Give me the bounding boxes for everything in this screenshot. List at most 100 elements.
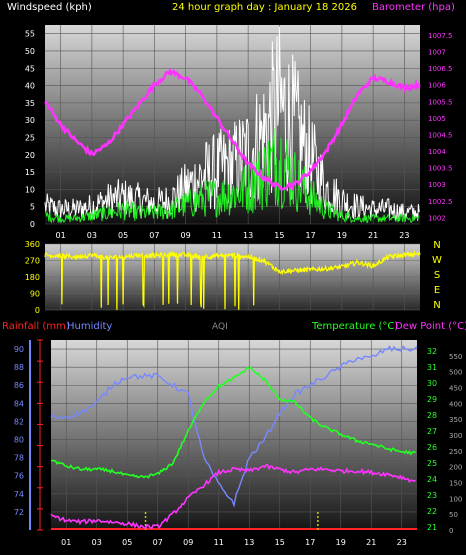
- climate-x-tick-label: 07: [153, 538, 163, 547]
- wind-x-tick-label: 09: [181, 231, 191, 240]
- temperature-series: [50, 366, 416, 479]
- compass-letter: N: [433, 300, 440, 311]
- temperature-axis-title: Temperature (°C): [311, 321, 398, 332]
- aqi-y-tick-label: 100: [449, 495, 462, 503]
- barometer-y-tick-label: 1007: [428, 49, 446, 57]
- direction-y-tick-label: 0: [35, 306, 40, 315]
- direction-plot: [44, 250, 421, 310]
- direction-y-tick-label: 90: [30, 290, 40, 299]
- chart-title: 24 hour graph day : January 18 2026: [172, 2, 357, 13]
- temperature-y-tick-label: 22: [427, 507, 437, 516]
- humidity-y-tick-label: 84: [14, 399, 24, 408]
- temperature-y-tick-label: 29: [427, 395, 437, 404]
- windspeed-y-tick-label: 25: [25, 133, 35, 142]
- humidity-y-tick-label: 86: [14, 381, 24, 390]
- wind-direction-series: [44, 250, 421, 310]
- wind-gust-series: [44, 128, 420, 224]
- aqi-y-tick-label: 450: [449, 385, 462, 393]
- climate-x-tick-label: 05: [122, 538, 132, 547]
- barometer-y-tick-label: 1004: [428, 148, 446, 156]
- climate-x-tick-label: 15: [275, 538, 285, 547]
- compass-letter: N: [433, 240, 440, 251]
- climate-x-tick-label: 03: [92, 538, 102, 547]
- climate-x-tick-label: 23: [397, 538, 407, 547]
- humidity-y-tick-label: 82: [14, 417, 24, 426]
- windspeed-y-tick-label: 20: [25, 151, 35, 160]
- temperature-y-tick-label: 25: [427, 459, 437, 468]
- windspeed-y-tick-label: 0: [30, 220, 35, 229]
- humidity-y-tick-label: 72: [14, 508, 24, 517]
- climate-x-tick-label: 11: [214, 538, 224, 547]
- humidity-y-tick-label: 80: [14, 436, 24, 445]
- direction-y-tick-label: 180: [25, 273, 40, 282]
- barometer-y-tick-label: 1005: [428, 115, 446, 123]
- aqi-y-tick-label: 500: [449, 369, 462, 377]
- windspeed-y-tick-label: 40: [25, 82, 35, 91]
- wind-x-tick-label: 15: [274, 231, 284, 240]
- wind-x-tick-label: 17: [306, 231, 316, 240]
- wind-panel-axes: 01 03 05 07 09 11 13 15 17 19 21 230510152025303540…: [25, 30, 453, 240]
- temperature-y-tick-label: 24: [427, 475, 437, 484]
- dewpoint-series: [50, 463, 416, 530]
- rainfall-axis-title: Rainfall (mm): [2, 321, 70, 332]
- aqi-y-tick-label: 0: [449, 527, 453, 535]
- humidity-series: [50, 345, 418, 508]
- windspeed-y-tick-label: 15: [25, 168, 35, 177]
- compass-letter: W: [432, 255, 442, 266]
- climate-x-tick-label: 17: [305, 538, 315, 547]
- wind-x-tick-label: 03: [87, 231, 97, 240]
- climate-x-tick-label: 13: [244, 538, 254, 547]
- temperature-y-tick-label: 28: [427, 411, 437, 420]
- compass-letter: S: [434, 270, 440, 281]
- wind-x-tick-label: 01: [56, 231, 66, 240]
- temperature-y-tick-label: 23: [427, 491, 437, 500]
- climate-plot: [50, 345, 418, 530]
- barometer-y-tick-label: 1007.5: [428, 32, 453, 40]
- temperature-y-tick-label: 32: [427, 347, 437, 356]
- windspeed-y-tick-label: 5: [30, 203, 35, 212]
- humidity-y-tick-label: 90: [14, 345, 24, 354]
- windspeed-y-tick-label: 55: [25, 30, 35, 39]
- windspeed-axis-title: Windspeed (kph): [7, 2, 92, 13]
- climate-panel-bg: [51, 340, 417, 530]
- barometer-y-tick-label: 1004.5: [428, 131, 453, 139]
- barometer-y-tick-label: 1003: [428, 181, 446, 189]
- windspeed-y-tick-label: 10: [25, 185, 35, 194]
- windspeed-y-tick-label: 45: [25, 64, 35, 73]
- barometer-axis-title: Barometer (hpa): [372, 2, 455, 13]
- temperature-y-tick-label: 27: [427, 427, 437, 436]
- dewpoint-axis-title: Dew Point (°C): [395, 321, 466, 332]
- aqi-y-tick-label: 550: [449, 353, 462, 361]
- barometer-y-tick-label: 1002: [428, 214, 446, 222]
- climate-x-tick-label: 19: [336, 538, 346, 547]
- climate-x-tick-label: 21: [366, 538, 376, 547]
- aqi-y-tick-label: 300: [449, 432, 462, 440]
- barometer-series: [44, 67, 421, 191]
- aqi-y-tick-label: 50: [449, 511, 458, 519]
- wind-x-tick-label: 13: [243, 231, 253, 240]
- barometer-y-tick-label: 1005.5: [428, 98, 453, 106]
- temperature-y-tick-label: 31: [427, 363, 437, 372]
- aqi-y-tick-label: 400: [449, 400, 462, 408]
- climate-panel-axes: 01 03 05 07 09 11 13 15 17 19 21 23 72 74 76 78 80 82 84 86…: [14, 339, 462, 547]
- wind-barometer-plot: [44, 26, 421, 224]
- wind-x-tick-label: 11: [212, 231, 222, 240]
- climate-x-tick-label: 09: [183, 538, 193, 547]
- aqi-axis-title: AQI: [212, 322, 228, 332]
- wind-x-tick-label: 21: [368, 231, 378, 240]
- humidity-y-tick-label: 78: [14, 454, 24, 463]
- wind-x-tick-label: 05: [118, 231, 128, 240]
- barometer-y-tick-label: 1006: [428, 82, 446, 90]
- aqi-y-tick-label: 250: [449, 448, 462, 456]
- compass-letter: E: [434, 285, 440, 296]
- aqi-y-tick-label: 150: [449, 480, 462, 488]
- aqi-y-tick-label: 350: [449, 416, 462, 424]
- temperature-y-tick-label: 30: [427, 379, 437, 388]
- humidity-y-tick-label: 88: [14, 363, 24, 372]
- climate-panel-grid: [51, 340, 417, 530]
- humidity-axis-title: Humidity: [67, 321, 112, 332]
- humidity-y-tick-label: 76: [14, 472, 24, 481]
